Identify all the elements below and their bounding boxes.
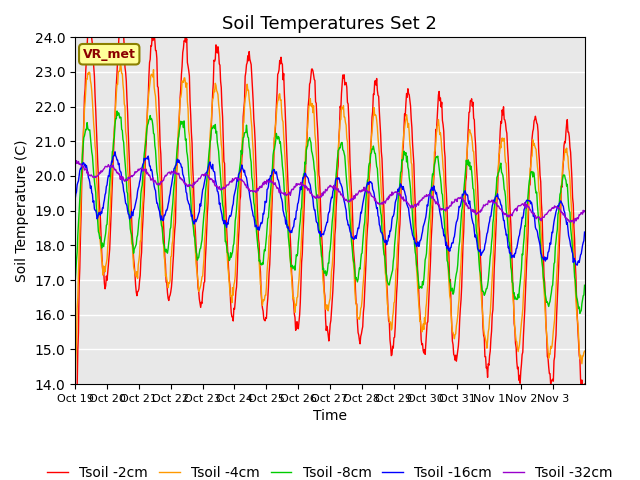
Tsoil -2cm: [412, 201, 419, 206]
Tsoil -4cm: [225, 280, 233, 286]
Line: Tsoil -16cm: Tsoil -16cm: [75, 152, 584, 265]
Tsoil -32cm: [73, 158, 81, 164]
Tsoil -4cm: [580, 348, 588, 354]
Tsoil -16cm: [111, 149, 119, 155]
Tsoil -8cm: [71, 279, 79, 285]
Tsoil -4cm: [383, 286, 390, 291]
Tsoil -4cm: [116, 62, 124, 68]
Tsoil -32cm: [580, 208, 588, 214]
Tsoil -32cm: [225, 180, 233, 186]
Title: Soil Temperatures Set 2: Soil Temperatures Set 2: [223, 15, 437, 33]
Tsoil -32cm: [132, 170, 140, 176]
Tsoil -4cm: [71, 381, 79, 387]
Tsoil -16cm: [251, 217, 259, 223]
Tsoil -32cm: [251, 188, 259, 194]
Tsoil -16cm: [225, 215, 233, 220]
Tsoil -8cm: [270, 147, 278, 153]
Tsoil -8cm: [251, 203, 259, 209]
Tsoil -32cm: [270, 181, 278, 187]
Tsoil -2cm: [383, 280, 390, 286]
Tsoil -32cm: [383, 197, 390, 203]
Tsoil -2cm: [116, 17, 124, 23]
Tsoil -32cm: [570, 220, 578, 226]
Tsoil -16cm: [71, 196, 79, 202]
Tsoil -4cm: [251, 178, 259, 184]
Line: Tsoil -32cm: Tsoil -32cm: [75, 161, 584, 223]
Legend: Tsoil -2cm, Tsoil -4cm, Tsoil -8cm, Tsoil -16cm, Tsoil -32cm: Tsoil -2cm, Tsoil -4cm, Tsoil -8cm, Tsoi…: [42, 460, 618, 480]
Tsoil -4cm: [132, 272, 140, 278]
Tsoil -4cm: [412, 230, 419, 236]
Y-axis label: Soil Temperature (C): Soil Temperature (C): [15, 139, 29, 282]
Tsoil -8cm: [383, 273, 390, 278]
Tsoil -32cm: [71, 160, 79, 166]
Text: VR_met: VR_met: [83, 48, 136, 61]
Tsoil -16cm: [412, 241, 419, 247]
Tsoil -2cm: [580, 381, 588, 387]
Tsoil -2cm: [270, 157, 278, 163]
Tsoil -2cm: [225, 276, 233, 282]
Line: Tsoil -4cm: Tsoil -4cm: [75, 65, 584, 384]
Tsoil -16cm: [383, 242, 390, 248]
Tsoil -16cm: [573, 262, 581, 268]
Tsoil -8cm: [225, 258, 233, 264]
X-axis label: Time: Time: [313, 409, 347, 423]
Line: Tsoil -2cm: Tsoil -2cm: [75, 20, 584, 480]
Tsoil -8cm: [576, 311, 584, 316]
Tsoil -16cm: [580, 229, 588, 235]
Tsoil -4cm: [270, 150, 278, 156]
Line: Tsoil -8cm: Tsoil -8cm: [75, 111, 584, 313]
Tsoil -2cm: [251, 125, 259, 131]
Tsoil -16cm: [270, 167, 278, 172]
Tsoil -8cm: [113, 108, 121, 114]
Tsoil -8cm: [132, 243, 140, 249]
Tsoil -32cm: [412, 202, 419, 207]
Tsoil -8cm: [580, 282, 588, 288]
Tsoil -16cm: [132, 200, 140, 206]
Tsoil -8cm: [412, 249, 419, 255]
Tsoil -2cm: [132, 282, 140, 288]
